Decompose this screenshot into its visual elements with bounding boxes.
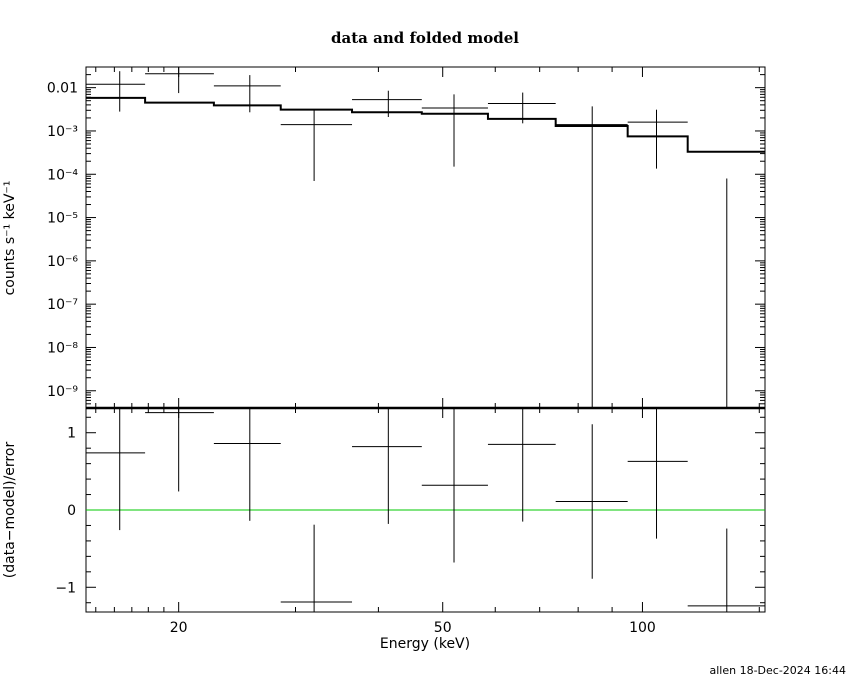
timestamp-stamp: allen 18-Dec-2024 16:44 xyxy=(709,664,846,677)
data-point xyxy=(421,94,488,167)
spectrum-panel: 0.01 10⁻³ 10⁻⁴ 10⁻⁵ 10⁻⁶ 10⁻⁷ 10⁻⁸ 10⁻⁹ counts … xyxy=(2,66,766,409)
data-points xyxy=(86,67,765,409)
spectrum-panel-frame xyxy=(85,66,766,409)
y-axis-label-residual: (data−model)/error xyxy=(2,442,18,579)
residual-point xyxy=(280,524,353,612)
model-histogram xyxy=(86,96,765,153)
x-axis-label: Energy (keV) xyxy=(380,636,470,652)
residual-point xyxy=(555,424,628,579)
residual-point xyxy=(687,528,765,612)
spectrum-y-tick-label: 10⁻⁹ xyxy=(47,384,78,400)
x-tick-label: 100 xyxy=(629,620,656,636)
residual-axis-ticks: 20 50 100 1 0 −1 xyxy=(55,408,765,636)
residual-panel: 20 50 100 1 0 −1 (data−model)/error Energy (k… xyxy=(2,407,766,652)
data-point xyxy=(352,90,422,118)
residual-y-tick-label: −1 xyxy=(55,580,76,596)
data-point xyxy=(213,75,281,113)
data-point xyxy=(687,178,765,409)
spectrum-y-tick-label: 10⁻⁸ xyxy=(47,340,78,356)
spectrum-y-tick-label: 10⁻³ xyxy=(47,124,78,140)
spectrum-y-tick-label: 10⁻⁴ xyxy=(47,167,78,183)
spectrum-y-tick-label: 10⁻⁶ xyxy=(47,254,78,270)
residual-point xyxy=(487,408,556,522)
spectrum-y-tick-label: 10⁻⁵ xyxy=(47,211,78,227)
residual-y-tick-label: 0 xyxy=(67,503,76,519)
data-point xyxy=(145,67,214,94)
data-point xyxy=(627,109,688,169)
data-point xyxy=(487,92,556,124)
residual-point xyxy=(352,408,422,524)
residual-point xyxy=(627,408,688,539)
spectrum-axis-ticks: 0.01 10⁻³ 10⁻⁴ 10⁻⁵ 10⁻⁶ 10⁻⁷ 10⁻⁸ 10⁻⁹ xyxy=(47,66,765,409)
spectrum-y-tick-label: 10⁻⁷ xyxy=(47,297,78,313)
chart-title: data and folded model xyxy=(331,29,519,47)
x-tick-label: 20 xyxy=(170,620,188,636)
spectrum-y-tick-label: 0.01 xyxy=(47,81,78,97)
data-point xyxy=(555,106,628,408)
data-point xyxy=(280,109,353,181)
x-tick-label: 50 xyxy=(434,620,452,636)
residual-point xyxy=(213,408,281,521)
residual-point xyxy=(86,408,146,531)
residual-point xyxy=(145,408,214,492)
residual-points xyxy=(86,408,765,612)
data-point xyxy=(86,71,146,112)
model-step-line xyxy=(86,96,765,153)
residual-y-tick-label: 1 xyxy=(67,426,76,442)
residual-point xyxy=(421,408,488,563)
y-axis-label-spectrum: counts s⁻¹ keV⁻¹ xyxy=(2,181,18,296)
